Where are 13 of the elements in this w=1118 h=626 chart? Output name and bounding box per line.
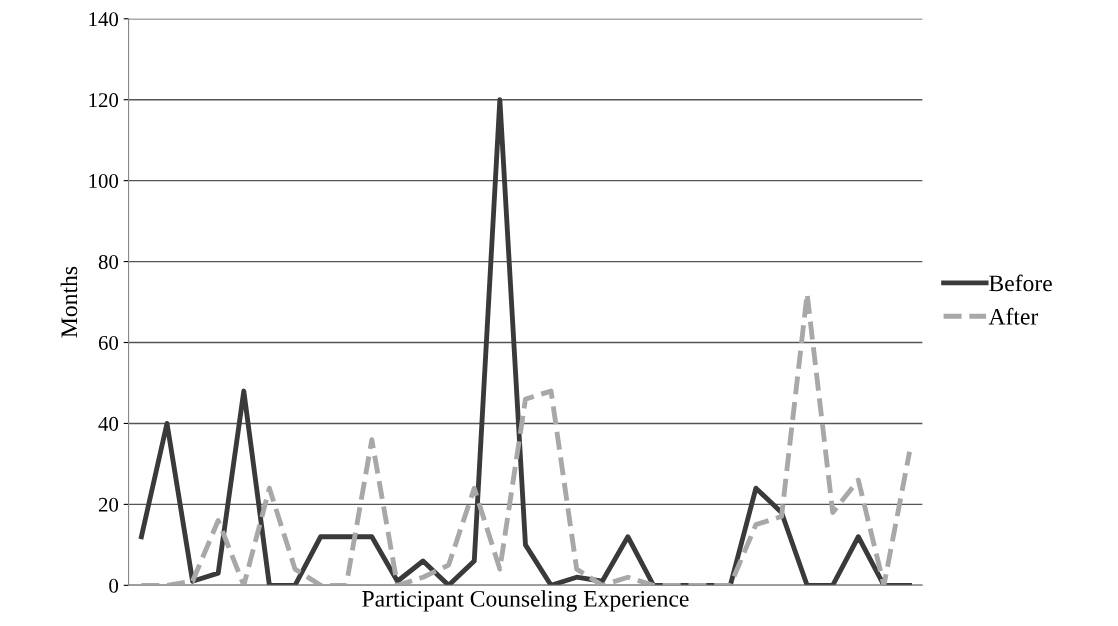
line-series [138, 97, 912, 586]
y-tick-label: 0 [109, 578, 119, 593]
x-axis-title: Participant Counseling Experience [362, 590, 689, 612]
y-tick-label: 80 [98, 254, 119, 270]
y-tick-label: 100 [89, 174, 119, 189]
y-tick-label: 140 [89, 12, 119, 27]
y-tick-label: 60 [98, 335, 119, 350]
y-axis-title: Months [60, 266, 78, 338]
legend-label: Before [989, 274, 1052, 292]
y-tick-label: 20 [98, 497, 119, 512]
y-tick-label: 120 [89, 93, 119, 108]
legend-label: After [988, 307, 1039, 325]
y-tick-label: 40 [98, 416, 119, 431]
